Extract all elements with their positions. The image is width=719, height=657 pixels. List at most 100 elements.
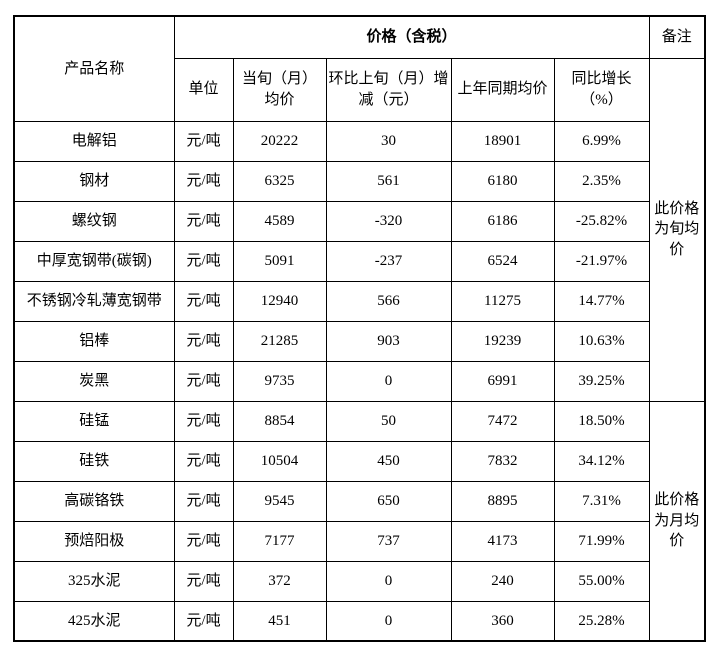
unit-cell: 元/吨 [173,120,234,162]
header-row-1: 产品名称 价格（含税） 备注 [13,15,706,122]
subheader-last-year-avg: 上年同期均价 [450,57,555,122]
header-product-name: 产品名称 [13,15,175,122]
table-row: 炭黑 元/吨 9735 0 6991 39.25% [13,360,705,402]
unit-cell: 元/吨 [173,200,234,242]
yoy-growth-cell: 39.25% [553,360,650,402]
last-year-avg-cell: 240 [450,560,555,602]
current-avg-cell: 372 [232,560,327,602]
last-year-avg-cell: 7832 [450,440,555,482]
current-avg-cell: 5091 [232,240,327,282]
product-name-cell: 铝棒 [13,320,175,362]
change-cell: 0 [325,560,452,602]
table-row: 钢材 元/吨 6325 561 6180 2.35% [13,160,705,202]
last-year-avg-cell: 6991 [450,360,555,402]
product-name-cell: 中厚宽钢带(碳钢) [13,240,175,282]
unit-cell: 元/吨 [173,560,234,602]
last-year-avg-cell: 18901 [450,120,555,162]
product-name-cell: 硅铁 [13,440,175,482]
table-row: 不锈钢冷轧薄宽钢带 元/吨 12940 566 11275 14.77% [13,280,705,322]
current-avg-cell: 451 [232,600,327,642]
price-table: 产品名称 价格（含税） 备注 单位 当旬（月） 均价 环比上旬（月）增 减（元）… [13,15,707,642]
current-avg-cell: 10504 [232,440,327,482]
unit-cell: 元/吨 [173,600,234,642]
yoy-growth-cell: 34.12% [553,440,650,482]
yoy-growth-cell: -21.97% [553,240,650,282]
last-year-avg-cell: 6186 [450,200,555,242]
table-row: 螺纹钢 元/吨 4589 -320 6186 -25.82% [13,200,705,242]
table-row: 高碳铬铁 元/吨 9545 650 8895 7.31% [13,480,705,522]
unit-cell: 元/吨 [173,280,234,322]
table-row: 预焙阳极 元/吨 7177 737 4173 71.99% [13,520,705,562]
product-name-cell: 325水泥 [13,560,175,602]
remark-decade-price: 此价格 为旬均 价 [648,57,706,402]
product-name-cell: 预焙阳极 [13,520,175,562]
current-avg-cell: 4589 [232,200,327,242]
table-row: 铝棒 元/吨 21285 903 19239 10.63% [13,320,705,362]
change-cell: 450 [325,440,452,482]
product-name-cell: 硅锰 [13,400,175,442]
yoy-growth-cell: 2.35% [553,160,650,202]
header-remark: 备注 [648,15,706,59]
product-name-cell: 炭黑 [13,360,175,402]
table-row: 中厚宽钢带(碳钢) 元/吨 5091 -237 6524 -21.97% [13,240,705,282]
last-year-avg-cell: 360 [450,600,555,642]
unit-cell: 元/吨 [173,160,234,202]
last-year-avg-cell: 6524 [450,240,555,282]
current-avg-cell: 7177 [232,520,327,562]
current-avg-cell: 21285 [232,320,327,362]
current-avg-cell: 9545 [232,480,327,522]
subheader-change: 环比上旬（月）增 减（元） [325,57,452,122]
change-cell: 903 [325,320,452,362]
unit-cell: 元/吨 [173,520,234,562]
last-year-avg-cell: 8895 [450,480,555,522]
yoy-growth-cell: 55.00% [553,560,650,602]
current-avg-cell: 6325 [232,160,327,202]
last-year-avg-cell: 19239 [450,320,555,362]
change-cell: -237 [325,240,452,282]
change-cell: -320 [325,200,452,242]
header-price-group: 价格（含税） [173,15,650,59]
last-year-avg-cell: 6180 [450,160,555,202]
change-cell: 30 [325,120,452,162]
unit-cell: 元/吨 [173,440,234,482]
table-row: 425水泥 元/吨 451 0 360 25.28% [13,600,705,642]
subheader-unit: 单位 [173,57,234,122]
yoy-growth-cell: 10.63% [553,320,650,362]
unit-cell: 元/吨 [173,480,234,522]
yoy-growth-cell: 14.77% [553,280,650,322]
yoy-growth-cell: 25.28% [553,600,650,642]
subheader-current-avg: 当旬（月） 均价 [232,57,327,122]
last-year-avg-cell: 7472 [450,400,555,442]
change-cell: 566 [325,280,452,322]
change-cell: 0 [325,360,452,402]
last-year-avg-cell: 4173 [450,520,555,562]
subheader-yoy-growth: 同比增长 （%） [553,57,650,122]
table-row: 硅锰 元/吨 8854 50 7472 18.50% 此价格 为月均 价 [13,400,706,642]
product-name-cell: 不锈钢冷轧薄宽钢带 [13,280,175,322]
table-row: 电解铝 元/吨 20222 30 18901 6.99% [13,120,705,162]
header-row-2: 单位 当旬（月） 均价 环比上旬（月）增 减（元） 上年同期均价 同比增长 （%… [14,57,706,402]
product-name-cell: 425水泥 [13,600,175,642]
current-avg-cell: 9735 [232,360,327,402]
yoy-growth-cell: 6.99% [553,120,650,162]
unit-cell: 元/吨 [173,400,234,442]
table-row: 325水泥 元/吨 372 0 240 55.00% [13,560,705,602]
unit-cell: 元/吨 [173,360,234,402]
change-cell: 50 [325,400,452,442]
yoy-growth-cell: 7.31% [553,480,650,522]
current-avg-cell: 8854 [232,400,327,442]
product-name-cell: 螺纹钢 [13,200,175,242]
yoy-growth-cell: 71.99% [553,520,650,562]
yoy-growth-cell: -25.82% [553,200,650,242]
yoy-growth-cell: 18.50% [553,400,650,442]
current-avg-cell: 12940 [232,280,327,322]
unit-cell: 元/吨 [173,320,234,362]
change-cell: 737 [325,520,452,562]
change-cell: 0 [325,600,452,642]
product-name-cell: 电解铝 [13,120,175,162]
product-name-cell: 高碳铬铁 [13,480,175,522]
table-row: 硅铁 元/吨 10504 450 7832 34.12% [13,440,705,482]
current-avg-cell: 20222 [232,120,327,162]
change-cell: 561 [325,160,452,202]
